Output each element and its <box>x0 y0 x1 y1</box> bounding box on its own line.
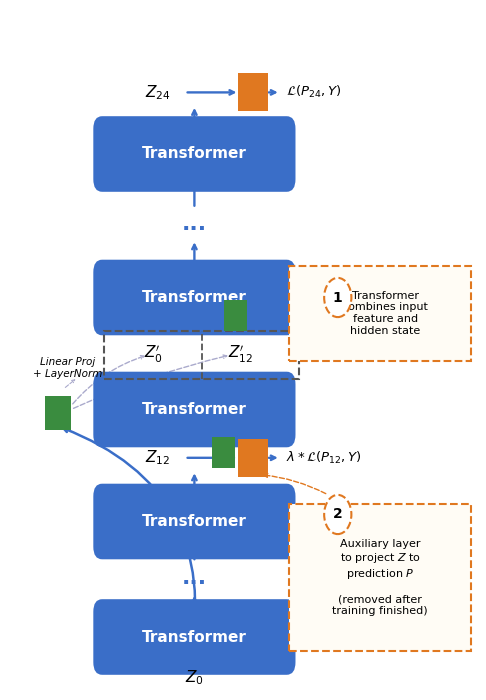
Text: Linear Proj
+ LayerNorm: Linear Proj + LayerNorm <box>34 358 103 379</box>
FancyBboxPatch shape <box>93 260 295 335</box>
FancyBboxPatch shape <box>93 484 295 559</box>
FancyBboxPatch shape <box>93 599 295 675</box>
Text: 2: 2 <box>333 508 343 522</box>
FancyBboxPatch shape <box>238 74 267 111</box>
Text: $Z_0^{\prime}$: $Z_0^{\prime}$ <box>144 344 162 365</box>
Text: $Z_{24}$: $Z_{24}$ <box>145 83 171 102</box>
Text: Transformer: Transformer <box>142 514 247 529</box>
Text: $\mathcal{L}(P_{24}, Y)$: $\mathcal{L}(P_{24}, Y)$ <box>286 85 341 100</box>
Text: Transformer: Transformer <box>142 402 247 417</box>
FancyBboxPatch shape <box>93 116 295 192</box>
Text: $Z_{12}^{\prime}$: $Z_{12}^{\prime}$ <box>228 344 253 365</box>
Bar <box>289 266 471 360</box>
Bar <box>104 331 299 379</box>
Text: $\lambda * \mathcal{L}(P_{12}, Y)$: $\lambda * \mathcal{L}(P_{12}, Y)$ <box>286 450 361 466</box>
FancyBboxPatch shape <box>46 396 71 430</box>
FancyBboxPatch shape <box>93 372 295 447</box>
Text: ...: ... <box>182 568 207 587</box>
FancyBboxPatch shape <box>224 300 247 331</box>
Text: 1: 1 <box>333 290 343 304</box>
Text: Transformer: Transformer <box>142 290 247 305</box>
Text: ...: ... <box>182 214 207 234</box>
Text: Transformer: Transformer <box>142 146 247 162</box>
FancyBboxPatch shape <box>238 439 267 477</box>
Bar <box>289 504 471 651</box>
Text: Transformer
combines input
feature and
hidden state: Transformer combines input feature and h… <box>342 291 428 335</box>
Text: Auxiliary layer
to project $Z$ to
prediction $P$

(removed after
training finish: Auxiliary layer to project $Z$ to predic… <box>332 539 428 616</box>
Text: Transformer: Transformer <box>142 629 247 645</box>
FancyBboxPatch shape <box>212 437 235 468</box>
Circle shape <box>324 278 351 317</box>
Circle shape <box>324 495 351 534</box>
Text: $Z_0$: $Z_0$ <box>185 668 204 687</box>
Text: $Z_{12}$: $Z_{12}$ <box>145 449 171 467</box>
